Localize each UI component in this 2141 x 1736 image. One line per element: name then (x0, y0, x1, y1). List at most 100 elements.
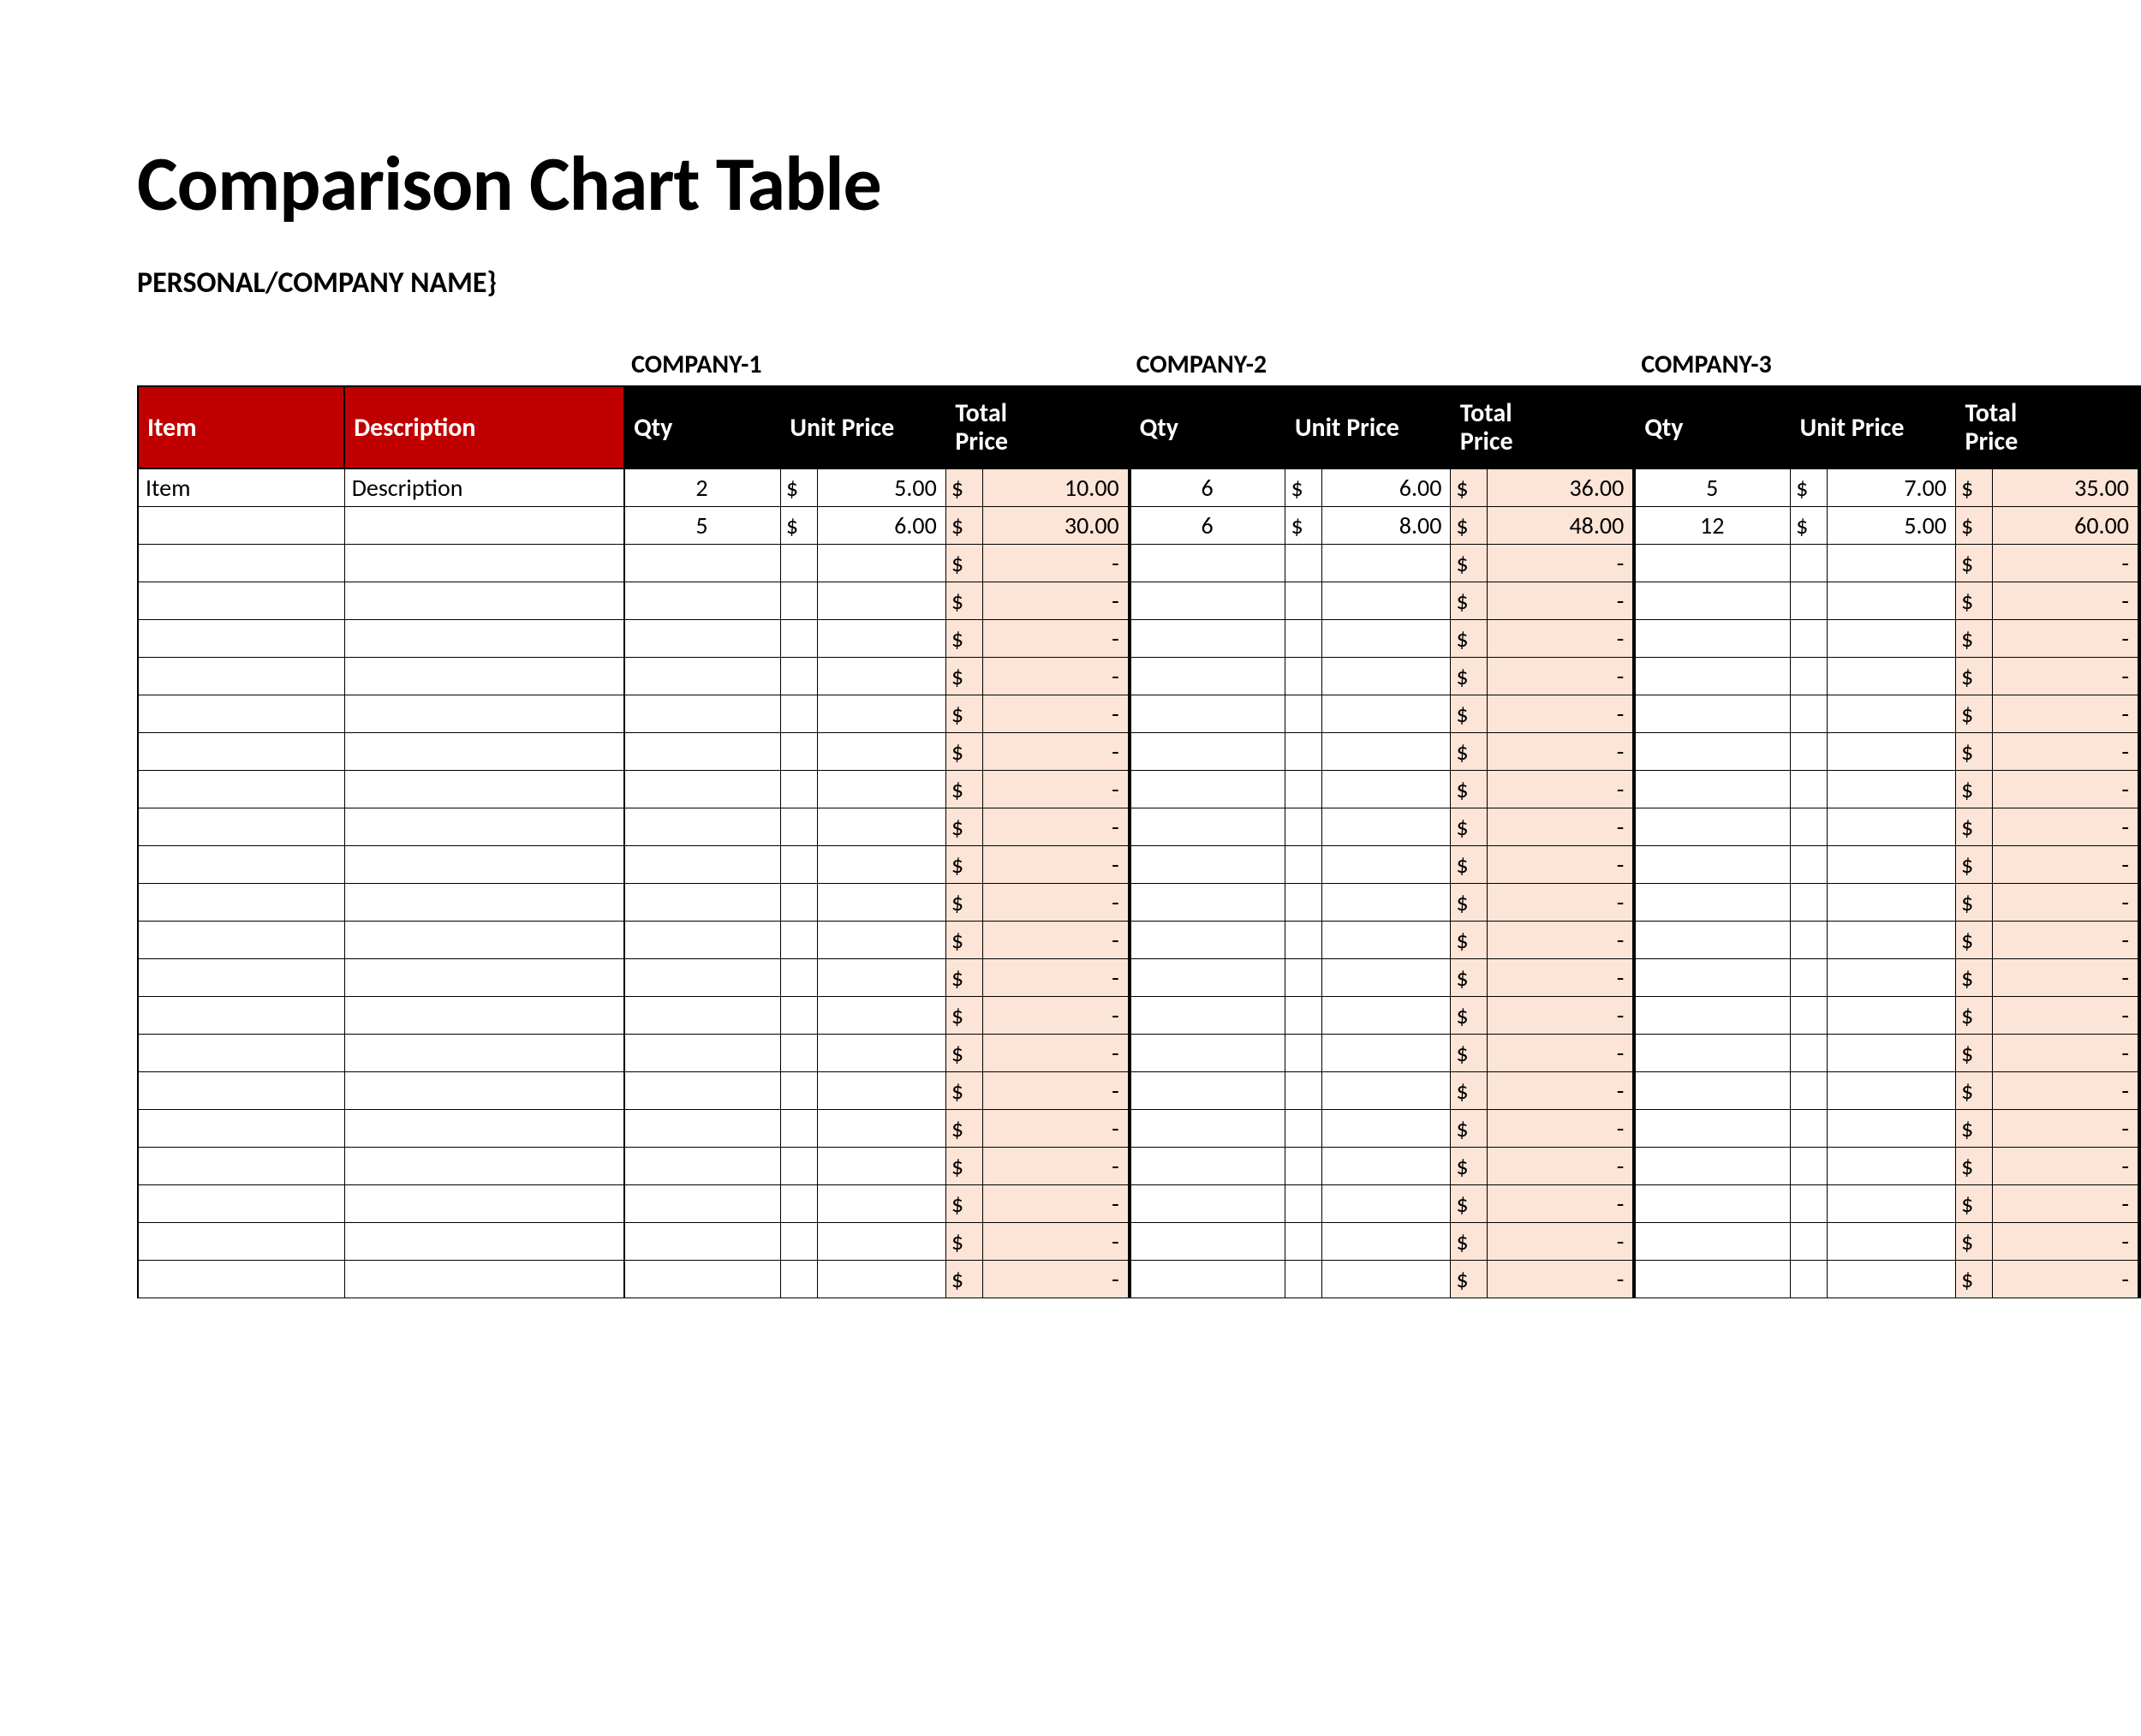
cell-unitprice (1322, 582, 1451, 619)
cell-qty: 2 (624, 468, 780, 506)
cell-qty (624, 732, 780, 770)
cell-unitprice (817, 996, 945, 1034)
cell-totalprice: - (1992, 732, 2139, 770)
cell-unitprice-currency (1791, 657, 1828, 695)
cell-unitprice-currency (780, 732, 817, 770)
table-row: $-$-$- (138, 1034, 2139, 1071)
cell-qty (1634, 921, 1790, 958)
cell-totalprice: - (1488, 619, 1635, 657)
cell-qty (1130, 732, 1285, 770)
cell-unitprice (1827, 544, 1955, 582)
cell-totalprice-currency: $ (1451, 732, 1488, 770)
cell-unitprice (817, 732, 945, 770)
cell-totalprice: - (1488, 1184, 1635, 1222)
table-row: $-$-$- (138, 1222, 2139, 1260)
cell-unitprice (1827, 619, 1955, 657)
cell-unitprice-currency (1791, 1034, 1828, 1071)
cell-totalprice-currency: $ (1956, 883, 1993, 921)
cell-qty (1130, 1222, 1285, 1260)
cell-unitprice (1322, 845, 1451, 883)
table-row: $-$-$- (138, 657, 2139, 695)
cell-description: Description (344, 468, 624, 506)
cell-unitprice-currency (1285, 1071, 1322, 1109)
cell-qty: 5 (1634, 468, 1790, 506)
cell-unitprice (817, 1222, 945, 1260)
header-c3-qty: Qty (1634, 386, 1790, 468)
cell-totalprice-currency: $ (1956, 845, 1993, 883)
cell-unitprice-currency (1791, 883, 1828, 921)
cell-unitprice-currency (1285, 657, 1322, 695)
cell-unitprice (1322, 544, 1451, 582)
cell-item (138, 996, 344, 1034)
cell-totalprice-currency: $ (945, 958, 982, 996)
cell-qty (624, 657, 780, 695)
table-row: $-$-$- (138, 770, 2139, 808)
table-row: $-$-$- (138, 732, 2139, 770)
table-row: $-$-$- (138, 883, 2139, 921)
cell-totalprice-currency: $ (1451, 958, 1488, 996)
cell-unitprice (1827, 808, 1955, 845)
cell-unitprice-currency: $ (780, 506, 817, 544)
cell-totalprice: - (1992, 996, 2139, 1034)
cell-totalprice: - (982, 1184, 1130, 1222)
cell-unitprice (1827, 1071, 1955, 1109)
cell-totalprice: - (1992, 845, 2139, 883)
cell-unitprice-currency (780, 1109, 817, 1147)
cell-totalprice: - (1992, 1071, 2139, 1109)
cell-qty: 12 (1634, 506, 1790, 544)
cell-unitprice-currency (1285, 544, 1322, 582)
cell-unitprice-currency (780, 1260, 817, 1298)
cell-totalprice-currency: $ (1956, 1071, 1993, 1109)
cell-unitprice (1827, 732, 1955, 770)
cell-totalprice: - (1488, 1147, 1635, 1184)
cell-qty (1634, 845, 1790, 883)
cell-qty (1634, 883, 1790, 921)
cell-qty (1130, 1147, 1285, 1184)
cell-unitprice-currency (1285, 1034, 1322, 1071)
cell-unitprice (1322, 1034, 1451, 1071)
cell-totalprice: - (1992, 808, 2139, 845)
cell-unitprice (817, 619, 945, 657)
cell-totalprice-currency: $ (1956, 958, 1993, 996)
cell-totalprice: - (982, 695, 1130, 732)
cell-totalprice: - (1992, 657, 2139, 695)
cell-qty (624, 1109, 780, 1147)
cell-description (344, 808, 624, 845)
cell-unitprice (1827, 770, 1955, 808)
cell-unitprice-currency (1791, 1260, 1828, 1298)
cell-totalprice: - (1488, 1260, 1635, 1298)
cell-qty: 5 (624, 506, 780, 544)
cell-qty (1634, 808, 1790, 845)
header-c2-unitprice: Unit Price (1285, 386, 1451, 468)
cell-totalprice: - (1992, 1147, 2139, 1184)
cell-totalprice-currency: $ (1956, 1034, 1993, 1071)
cell-item: Item (138, 468, 344, 506)
cell-totalprice: 10.00 (982, 468, 1130, 506)
cell-totalprice: - (1488, 1071, 1635, 1109)
cell-totalprice-currency: $ (1451, 996, 1488, 1034)
table-header-row: Item Description Qty Unit Price TotalPri… (138, 386, 2139, 468)
cell-item (138, 921, 344, 958)
cell-qty (1130, 582, 1285, 619)
cell-description (344, 1184, 624, 1222)
cell-qty (1130, 1034, 1285, 1071)
cell-totalprice: - (1992, 883, 2139, 921)
cell-item (138, 845, 344, 883)
cell-totalprice-currency: $ (1956, 1109, 1993, 1147)
cell-item (138, 544, 344, 582)
header-c2-qty: Qty (1130, 386, 1285, 468)
cell-totalprice-currency: $ (1956, 1147, 1993, 1184)
cell-item (138, 958, 344, 996)
cell-totalprice-currency: $ (1956, 582, 1993, 619)
cell-unitprice-currency (780, 921, 817, 958)
cell-totalprice: - (1992, 619, 2139, 657)
cell-totalprice: - (1992, 770, 2139, 808)
cell-item (138, 1109, 344, 1147)
cell-totalprice-currency: $ (1956, 808, 1993, 845)
cell-totalprice: - (982, 1109, 1130, 1147)
cell-qty (624, 883, 780, 921)
cell-qty (1634, 1147, 1790, 1184)
cell-unitprice-currency (1791, 1184, 1828, 1222)
cell-totalprice-currency: $ (1956, 770, 1993, 808)
cell-description (344, 1034, 624, 1071)
